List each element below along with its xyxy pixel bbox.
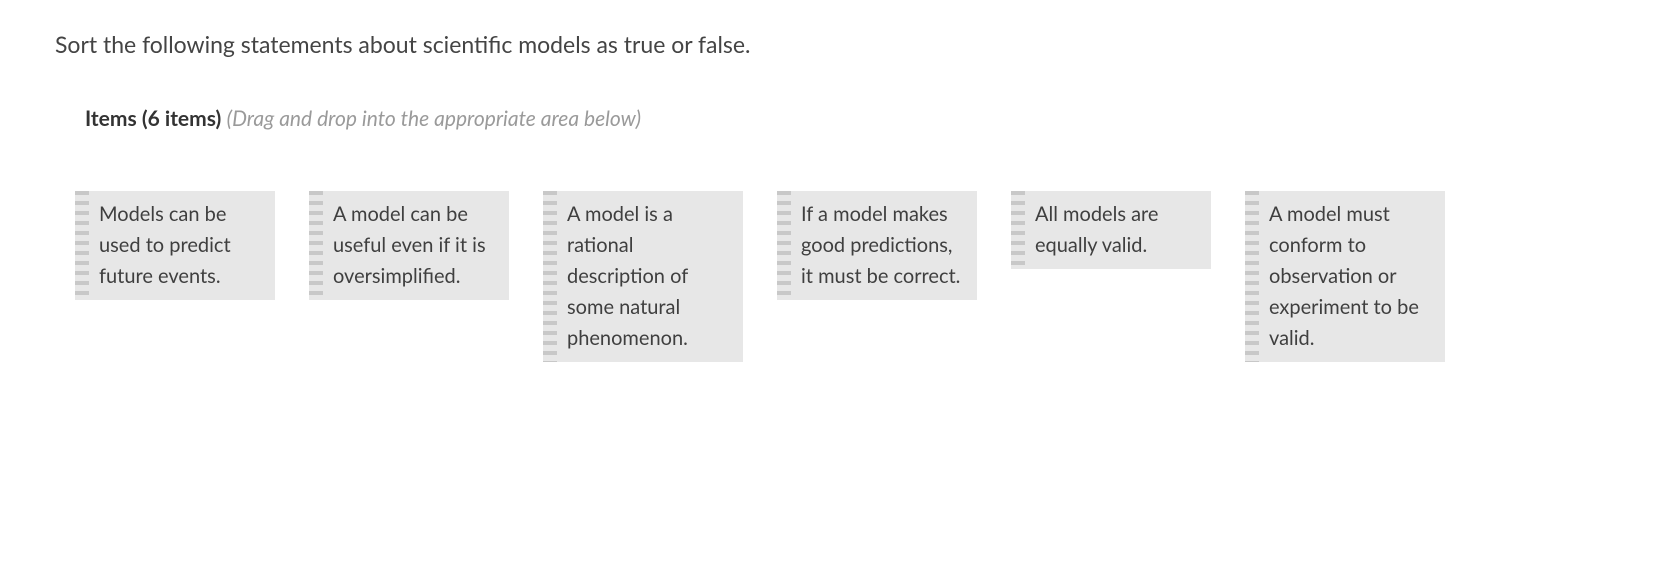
question-prompt: Sort the following statements about scie… xyxy=(55,30,1615,58)
draggable-card[interactable]: A model must conform to observation or e… xyxy=(1245,191,1445,362)
card-text: A model must conform to observation or e… xyxy=(1259,191,1445,362)
card-text: A model is a rational description of som… xyxy=(557,191,743,362)
items-label: Items (6 items) xyxy=(85,106,221,131)
drag-grip-icon xyxy=(1245,191,1259,362)
draggable-card[interactable]: If a model makes good predictions, it mu… xyxy=(777,191,977,300)
draggable-card[interactable]: A model is a rational description of som… xyxy=(543,191,743,362)
draggable-card[interactable]: Models can be used to predict future eve… xyxy=(75,191,275,300)
draggable-card[interactable]: All models are equally valid. xyxy=(1011,191,1211,269)
drag-grip-icon xyxy=(309,191,323,300)
card-text: If a model makes good predictions, it mu… xyxy=(791,191,977,300)
draggable-card[interactable]: A model can be useful even if it is over… xyxy=(309,191,509,300)
drag-grip-icon xyxy=(75,191,89,300)
card-text: Models can be used to predict future eve… xyxy=(89,191,275,300)
card-text: All models are equally valid. xyxy=(1025,191,1211,269)
drag-grip-icon xyxy=(777,191,791,300)
drag-grip-icon xyxy=(1011,191,1025,269)
items-header: Items (6 items) (Drag and drop into the … xyxy=(85,106,1615,131)
draggable-items-row: Models can be used to predict future eve… xyxy=(75,191,1615,362)
items-hint: (Drag and drop into the appropriate area… xyxy=(227,106,641,131)
drag-grip-icon xyxy=(543,191,557,362)
card-text: A model can be useful even if it is over… xyxy=(323,191,509,300)
